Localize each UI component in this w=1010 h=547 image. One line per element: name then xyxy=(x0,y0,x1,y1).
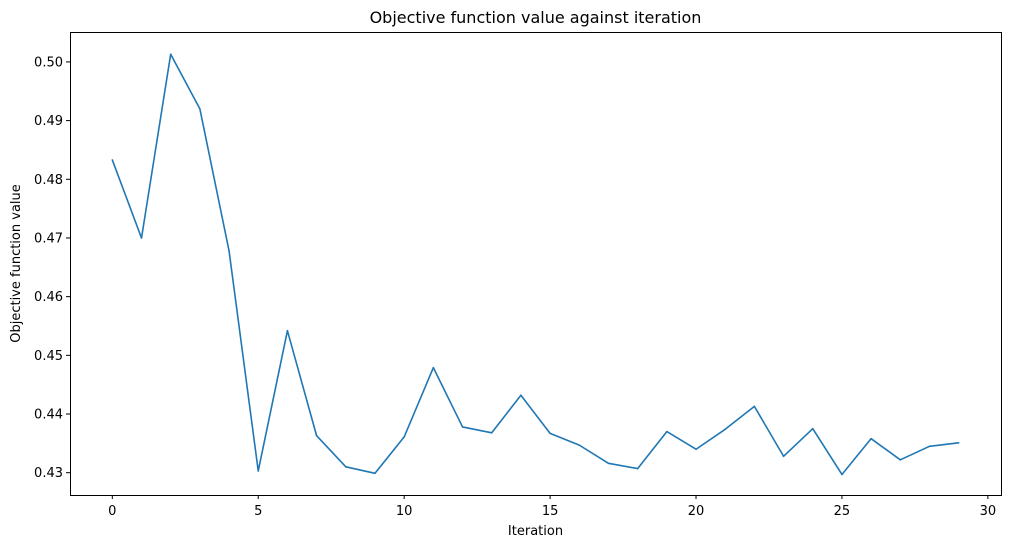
data-point xyxy=(578,444,581,446)
x-tick-label: 15 xyxy=(542,504,559,519)
chart-title: Objective function value against iterati… xyxy=(370,8,702,27)
data-point xyxy=(169,53,172,56)
data-point xyxy=(753,405,756,408)
y-tick-label: 0.48 xyxy=(34,173,63,188)
data-point xyxy=(199,108,201,110)
plot-frame xyxy=(70,32,1002,496)
data-point xyxy=(520,394,522,397)
y-tick-label: 0.44 xyxy=(34,408,63,423)
data-point xyxy=(607,462,610,465)
x-tick-label: 20 xyxy=(688,504,705,519)
data-point xyxy=(636,467,639,470)
y-tick-label: 0.43 xyxy=(34,466,63,481)
y-tick-label: 0.46 xyxy=(34,290,63,305)
x-tick-label: 30 xyxy=(980,504,997,519)
data-point xyxy=(432,366,435,369)
series-line xyxy=(111,53,959,476)
data-point xyxy=(490,431,493,434)
x-axis-ticks: 0 5 10 15 20 25 30 xyxy=(108,495,996,519)
data-point xyxy=(228,250,230,252)
y-axis-ticks: 0.43 0.44 0.45 0.46 0.47 0.48 0.49 0.50 xyxy=(34,55,70,481)
data-point xyxy=(957,441,960,444)
x-tick-label: 0 xyxy=(108,504,116,519)
data-point xyxy=(928,445,931,448)
y-tick-label: 0.49 xyxy=(34,114,63,129)
y-axis-label: Objective function value xyxy=(9,184,24,343)
data-point xyxy=(695,448,697,451)
data-point xyxy=(870,437,872,440)
x-tick-label: 10 xyxy=(396,504,413,519)
data-point xyxy=(257,470,260,472)
data-point xyxy=(315,434,318,437)
data-point xyxy=(461,426,464,428)
data-point xyxy=(899,458,902,461)
data-point xyxy=(286,329,289,332)
x-axis-label: Iteration xyxy=(508,524,563,539)
data-point xyxy=(403,436,405,438)
data-point xyxy=(811,427,814,430)
data-point xyxy=(782,455,785,458)
data-point xyxy=(666,430,668,433)
data-point xyxy=(374,472,376,475)
data-point xyxy=(111,159,114,161)
data-point xyxy=(724,428,727,431)
y-tick-label: 0.45 xyxy=(34,349,63,364)
x-tick-label: 5 xyxy=(254,504,262,519)
x-tick-label: 25 xyxy=(834,504,851,519)
data-point xyxy=(841,473,843,476)
data-point xyxy=(344,466,347,468)
y-tick-label: 0.50 xyxy=(34,55,63,70)
data-point xyxy=(549,432,551,435)
data-point xyxy=(140,237,143,239)
series-group xyxy=(111,53,960,476)
y-tick-label: 0.47 xyxy=(34,231,63,246)
